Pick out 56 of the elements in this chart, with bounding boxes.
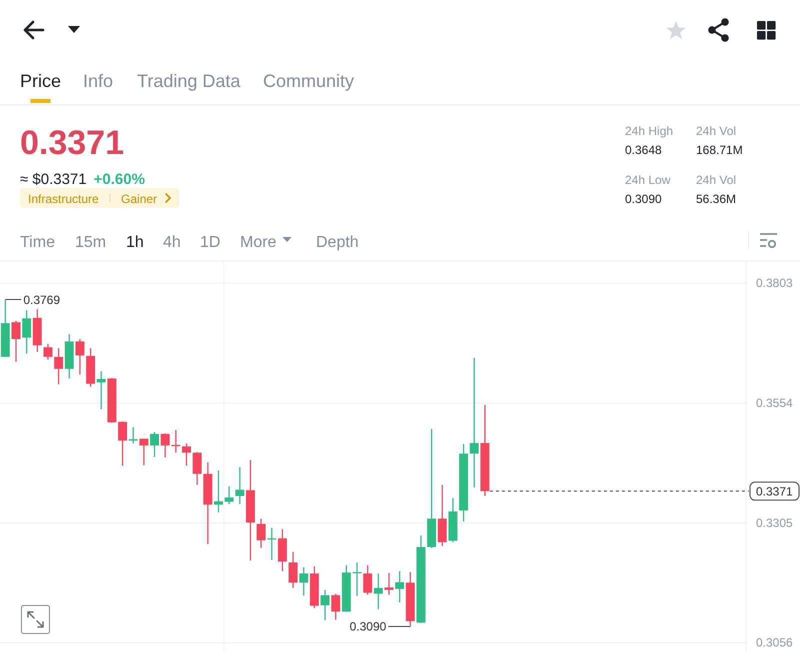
text: Infrastructure [28,192,100,206]
candlestick [192,452,202,486]
candlestick [470,357,479,488]
annotation: 0.3090 [350,620,387,634]
candlestick [299,566,308,596]
candlestick [331,593,340,620]
candlestick [160,432,170,458]
text: 168.71M [696,143,743,157]
candlestick [12,320,20,362]
y-tick-label: 0.3305 [756,516,794,530]
candlestick [22,310,32,354]
text: 0.3371 [20,124,124,162]
text: Price [20,71,62,91]
text: 24h High [625,124,674,138]
candlestick [54,348,64,385]
candlestick [384,572,394,596]
candlestick [438,484,447,547]
candlestick [256,518,266,549]
text: 0.3090 [625,192,662,206]
candlestick [75,338,84,376]
text: Community [263,71,354,91]
text: 1D [200,234,220,251]
text: 0.3648 [625,143,662,157]
text: 24h Low [625,173,671,187]
text: +0.60% [94,171,145,188]
text: 24h Vol [696,124,736,138]
text: Depth [316,234,359,251]
y-tick-label: 0.3554 [756,396,794,410]
text: 24h Vol [696,173,736,187]
text: Gainer [121,192,158,206]
ref-line-label: 0.3371 [756,484,794,498]
candlestick [320,589,330,621]
y-tick-label: 0.3056 [756,636,794,650]
candlestick [128,426,138,444]
y-tick-label: 0.3803 [756,276,794,290]
text: Trading Data [137,71,242,91]
candlestick [395,570,404,604]
text: More [240,234,277,251]
candlestick [43,343,52,360]
candlestick [235,466,244,505]
text: 15m [75,234,106,251]
candlestick [182,442,191,466]
candlestick [288,551,298,589]
text: Time [20,234,56,251]
text: 4h [163,234,181,251]
candlestick [139,438,148,466]
text: ≈ $0.3371 [20,171,87,188]
candlestick [374,572,383,610]
candlestick [150,431,160,458]
text: 1h [126,234,144,251]
text: Info [83,71,114,91]
annotation: 0.3769 [23,292,60,307]
candlestick [278,528,287,572]
candlestick [96,370,106,410]
candlestick [363,564,372,596]
text: 56.36M [696,192,736,206]
